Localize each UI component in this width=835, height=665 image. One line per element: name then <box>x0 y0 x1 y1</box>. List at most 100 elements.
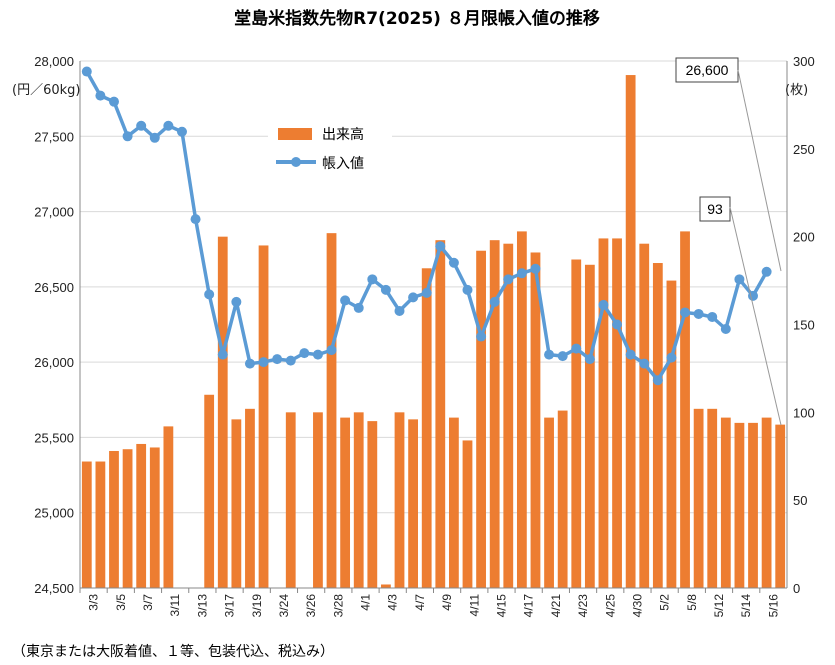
x-tick-label: 3/13 <box>195 594 209 618</box>
settlement-point <box>258 357 269 368</box>
volume-bar <box>761 417 772 588</box>
volume-bar <box>122 449 133 588</box>
settlement-point <box>639 358 650 369</box>
settlement-point <box>285 355 296 366</box>
settlement-point <box>462 284 473 295</box>
volume-bar <box>625 75 636 588</box>
settlement-point <box>625 349 636 360</box>
settlement-point <box>598 299 609 310</box>
volume-bar <box>557 410 568 588</box>
settlement-point <box>204 289 215 300</box>
volume-bar <box>734 422 745 588</box>
volume-bar <box>136 443 147 588</box>
settlement-point <box>299 348 310 359</box>
callout-volume-leader <box>729 206 782 426</box>
x-tick-label: 4/25 <box>603 594 617 618</box>
settlement-point <box>81 66 92 77</box>
y-left-tick-label: 25,000 <box>34 506 74 521</box>
callout-price-box <box>675 57 739 83</box>
volume-bar <box>571 259 582 588</box>
y-left-tick-label: 27,000 <box>34 205 74 220</box>
x-tick-label: 4/15 <box>494 594 508 618</box>
x-axis-ticks: 3/3 3/5 3/7 3/11 3/13 3/17 3/19 3/24 3/26 3/28 4/1… <box>79 588 780 618</box>
volume-bar <box>381 584 391 588</box>
callout-last-price: 26,600 <box>675 57 782 272</box>
volume-bar <box>612 238 622 588</box>
volume-bar <box>544 417 554 588</box>
settlement-point <box>584 354 595 365</box>
volume-bar <box>149 447 160 588</box>
volume-bar <box>326 233 337 589</box>
settlement-point <box>652 375 663 386</box>
settlement-point <box>707 311 718 322</box>
volume-bar <box>666 280 677 588</box>
volume-bar <box>707 408 718 588</box>
y-right-tick-label: 200 <box>793 230 815 245</box>
x-tick-label: 4/17 <box>522 594 536 618</box>
volume-bar <box>448 417 459 588</box>
legend-bar-swatch <box>278 128 312 140</box>
x-tick-label: 3/5 <box>114 594 128 611</box>
volume-bar <box>652 263 663 588</box>
settlement-point <box>326 345 337 356</box>
y-right-tick-label: 50 <box>793 493 807 508</box>
volume-bar <box>693 408 704 588</box>
y-axis-right-ticks: 300 250 200 150 100 50 0 <box>793 54 815 596</box>
volume-bar <box>81 461 92 588</box>
volume-bar <box>340 417 351 588</box>
legend-label-volume: 出来高 <box>322 126 364 143</box>
y-left-tick-label: 26,500 <box>34 280 74 295</box>
volume-bar <box>775 424 786 588</box>
footnote: （東京または大阪着値、１等、包装代込、税込み） <box>12 643 334 660</box>
volume-bar <box>313 412 323 588</box>
volume-bar <box>584 264 595 588</box>
x-tick-label: 5/14 <box>739 594 753 618</box>
settlement-point <box>394 305 405 316</box>
y-right-tick-label: 100 <box>793 405 815 420</box>
settlement-point <box>136 120 147 131</box>
settlement-point <box>380 284 391 295</box>
settlement-point <box>666 352 677 363</box>
volume-bar <box>503 243 514 588</box>
volume-bar <box>462 440 473 588</box>
settlement-point <box>761 266 772 277</box>
chart-title: 堂島米指数先物R7(2025) ８月限帳入値の推移 <box>234 8 600 29</box>
volume-bar <box>489 240 500 588</box>
settlement-point <box>231 296 242 307</box>
x-tick-label: 4/1 <box>359 594 373 611</box>
x-tick-label: 5/8 <box>685 594 699 611</box>
volume-bar <box>285 412 296 588</box>
settlement-point <box>476 331 487 342</box>
settlement-point <box>122 131 133 142</box>
x-tick-label: 5/12 <box>712 594 726 618</box>
y-left-tick-label: 25,500 <box>34 430 74 445</box>
settlement-point <box>720 324 731 335</box>
settlement-point <box>312 349 323 360</box>
volume-bar <box>680 231 690 588</box>
volume-bar <box>95 461 106 588</box>
settlement-point <box>516 268 527 279</box>
callout-last-volume: 93 <box>699 196 782 426</box>
x-tick-label: 3/7 <box>141 594 155 611</box>
volume-bar <box>516 231 527 588</box>
y-right-tick-label: 0 <box>793 581 800 596</box>
volume-bar <box>231 419 242 588</box>
settlement-point <box>557 351 568 362</box>
settlement-point <box>95 90 106 101</box>
x-tick-label: 3/28 <box>331 594 345 618</box>
x-tick-label: 4/30 <box>630 594 644 618</box>
settlement-point <box>340 295 351 306</box>
x-tick-label: 3/11 <box>168 594 182 617</box>
callout-volume-text: 93 <box>707 201 723 217</box>
settlement-point <box>571 343 582 354</box>
y-left-tick-label: 27,500 <box>34 129 74 144</box>
x-tick-label: 3/24 <box>277 594 291 618</box>
gridlines <box>80 60 787 589</box>
settlement-point <box>489 296 500 307</box>
volume-bar <box>720 417 731 588</box>
x-tick-label: 3/17 <box>223 594 237 618</box>
callout-price-text: 26,600 <box>686 62 729 78</box>
settlement-point <box>544 349 555 360</box>
volume-bar <box>245 408 255 588</box>
callout-price-leader <box>737 69 782 272</box>
